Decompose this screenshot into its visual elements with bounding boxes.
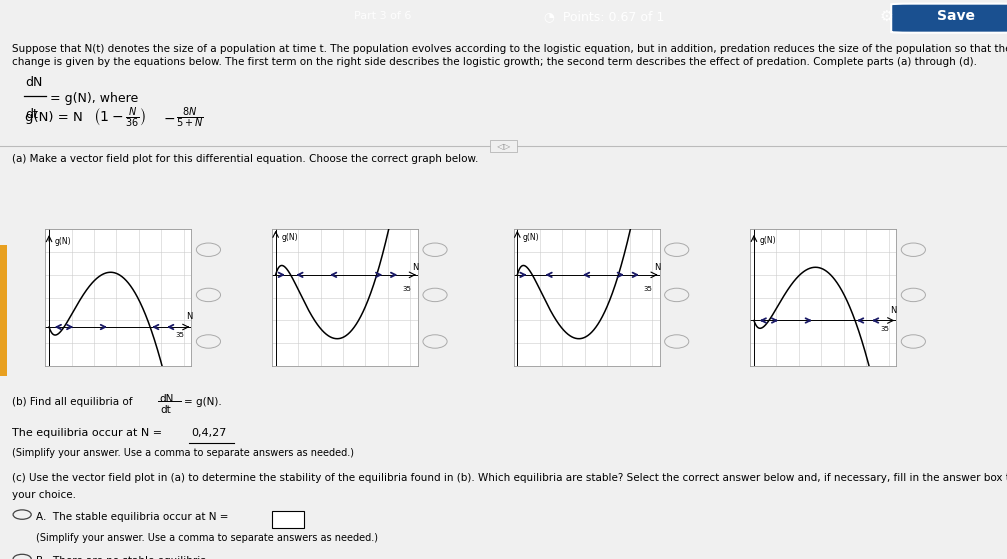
Text: ✔A: ✔A	[57, 243, 77, 256]
FancyBboxPatch shape	[891, 4, 1007, 32]
Text: 35: 35	[643, 286, 653, 292]
Text: 35: 35	[175, 331, 184, 338]
Text: ◔  Points: 0.67 of 1: ◔ Points: 0.67 of 1	[544, 10, 665, 23]
Text: N: N	[654, 263, 661, 272]
Text: dN: dN	[25, 75, 42, 88]
Text: (c) Use the vector field plot in (a) to determine the stability of the equilibri: (c) Use the vector field plot in (a) to …	[12, 473, 1007, 483]
Text: $\frac{8N}{5+N}$: $\frac{8N}{5+N}$	[176, 105, 203, 130]
Text: 35: 35	[402, 286, 411, 292]
Text: B.  There are no stable equilibria.: B. There are no stable equilibria.	[36, 556, 210, 559]
FancyBboxPatch shape	[272, 511, 304, 528]
Text: = g(N), where: = g(N), where	[50, 92, 139, 105]
Text: g(N): g(N)	[523, 233, 540, 242]
Text: your choice.: your choice.	[12, 490, 77, 500]
Text: g(N): g(N)	[54, 237, 71, 246]
Text: (Simplify your answer. Use a comma to separate answers as needed.): (Simplify your answer. Use a comma to se…	[36, 533, 379, 543]
FancyBboxPatch shape	[0, 245, 7, 376]
Text: change is given by the equations below. The first term on the right side describ: change is given by the equations below. …	[12, 57, 977, 67]
Text: = g(N).: = g(N).	[184, 397, 222, 407]
Text: The equilibria occur at N =: The equilibria occur at N =	[12, 428, 166, 438]
Text: Save: Save	[937, 10, 975, 23]
Text: C.: C.	[538, 243, 550, 256]
Text: N: N	[412, 263, 419, 272]
Text: $-$: $-$	[163, 110, 175, 124]
Text: A.  The stable equilibria occur at N =: A. The stable equilibria occur at N =	[36, 512, 229, 522]
Text: (Simplify your answer. Use a comma to separate answers as needed.): (Simplify your answer. Use a comma to se…	[12, 448, 354, 458]
Text: D.: D.	[774, 243, 787, 256]
Text: $\left(1-\frac{N}{36}\right)$: $\left(1-\frac{N}{36}\right)$	[93, 105, 146, 130]
Text: ◁▷: ◁▷	[491, 141, 516, 150]
Text: g(N): g(N)	[281, 233, 298, 242]
Text: Part 3 of 6: Part 3 of 6	[354, 11, 411, 21]
Text: 35: 35	[880, 326, 889, 332]
Text: g(N): g(N)	[759, 236, 776, 245]
Text: Suppose that N(t) denotes the size of a population at time t. The population evo: Suppose that N(t) denotes the size of a …	[12, 44, 1007, 54]
Text: ⚙: ⚙	[879, 9, 893, 24]
Text: B.: B.	[298, 243, 310, 256]
Text: dN: dN	[159, 394, 173, 404]
Text: 0,4,27: 0,4,27	[191, 428, 227, 438]
Text: N: N	[185, 312, 192, 321]
Text: (b) Find all equilibria of: (b) Find all equilibria of	[12, 397, 136, 407]
Text: dt: dt	[25, 108, 38, 121]
Text: N: N	[890, 306, 897, 315]
Text: dt: dt	[160, 405, 171, 415]
Text: g(N) = N: g(N) = N	[25, 111, 83, 124]
Text: (a) Make a vector field plot for this differential equation. Choose the correct : (a) Make a vector field plot for this di…	[12, 154, 478, 164]
